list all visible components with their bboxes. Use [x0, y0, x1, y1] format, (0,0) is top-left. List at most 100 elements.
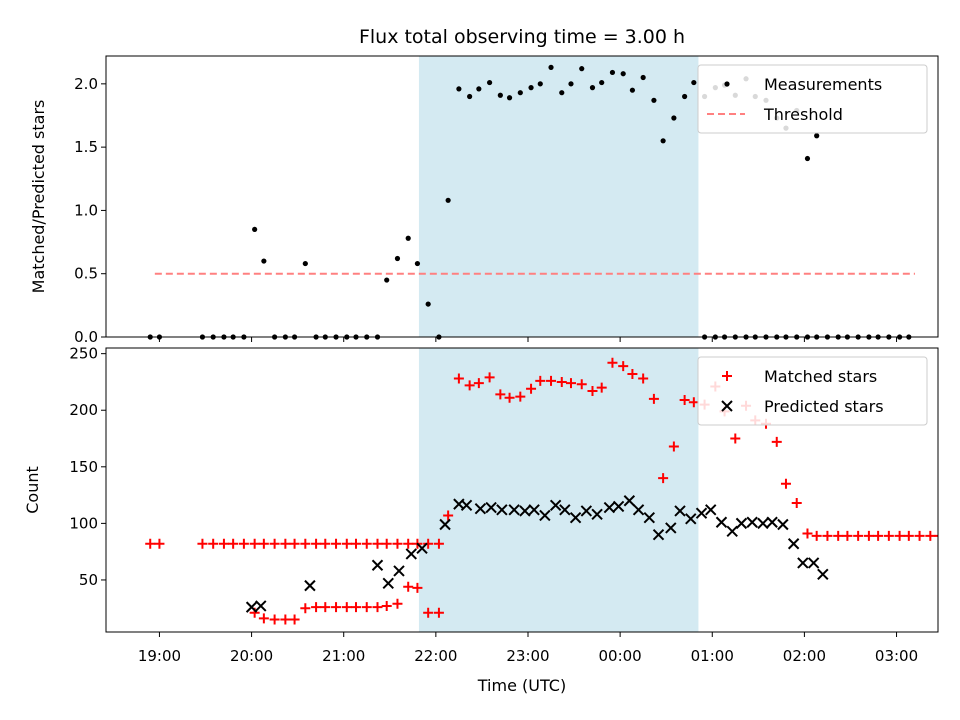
data-point	[548, 64, 554, 70]
data-point	[787, 538, 800, 550]
data-point	[311, 538, 322, 549]
data-point	[853, 530, 864, 541]
data-point	[894, 530, 905, 541]
data-point	[528, 85, 534, 91]
data-point	[372, 538, 383, 549]
data-point	[255, 600, 267, 612]
data-point	[280, 538, 291, 549]
data-point	[822, 530, 833, 541]
data-point	[528, 504, 540, 516]
data-point	[508, 504, 520, 516]
legend-entry: Threshold	[707, 105, 843, 124]
data-point	[580, 505, 593, 517]
data-point	[497, 92, 503, 98]
data-point	[569, 512, 582, 524]
data-point	[476, 86, 482, 92]
data-point	[914, 530, 925, 541]
legend-entry: Measurements	[724, 75, 882, 94]
legend-entry: Predicted stars	[721, 397, 884, 416]
data-point	[632, 504, 645, 516]
legend-marker	[724, 81, 730, 87]
data-point	[568, 81, 574, 87]
data-point	[486, 79, 493, 86]
legend-label: Measurements	[764, 75, 882, 94]
data-point	[416, 542, 428, 554]
data-point	[423, 538, 434, 549]
data-point	[587, 385, 598, 396]
y-tick-label: 150	[69, 458, 98, 476]
series-matched-stars	[145, 357, 938, 625]
y-tick-label: 50	[79, 571, 98, 589]
data-point	[443, 510, 454, 521]
y-tick-label: 1.0	[74, 201, 98, 219]
data-point	[393, 565, 405, 577]
top-panel: 0.0 0.5 1.0 1.5 2.0 Matched/Predicted stars Fl…	[29, 26, 939, 346]
data-point	[638, 373, 649, 384]
data-point	[280, 614, 291, 625]
data-point	[258, 538, 269, 549]
data-point	[771, 436, 782, 447]
data-point	[934, 534, 938, 537]
data-point	[539, 509, 551, 522]
data-point	[599, 79, 605, 86]
data-point	[361, 602, 372, 613]
y-tick-label: 250	[69, 345, 98, 363]
data-point	[607, 357, 618, 368]
series-predicted-stars	[245, 495, 829, 613]
data-point	[519, 505, 531, 517]
y-tick-label: 100	[69, 514, 98, 532]
data-point	[245, 601, 258, 613]
data-point	[612, 500, 625, 513]
plot-frame	[105, 347, 939, 633]
data-point	[269, 614, 280, 625]
data-point	[685, 513, 697, 525]
data-point	[506, 95, 513, 101]
legend-label: Matched stars	[764, 367, 877, 386]
data-point	[238, 538, 249, 549]
legend: Measurements Threshold	[697, 64, 928, 134]
data-point	[643, 512, 656, 524]
data-point	[817, 568, 829, 581]
data-point	[629, 87, 636, 93]
data-point	[433, 538, 444, 549]
x-tick-label: 19:00	[138, 647, 181, 665]
data-point	[331, 602, 342, 613]
data-point	[596, 382, 607, 393]
data-point	[154, 538, 165, 549]
data-point	[780, 478, 791, 489]
data-point	[565, 378, 576, 389]
data-point	[485, 501, 497, 514]
data-point	[620, 71, 626, 77]
data-point	[304, 579, 316, 592]
data-point	[665, 522, 677, 534]
data-point	[258, 613, 269, 624]
data-point	[350, 538, 361, 549]
data-point	[609, 69, 616, 76]
data-point	[145, 538, 156, 549]
data-point	[473, 378, 484, 389]
data-point	[302, 260, 308, 267]
data-point	[766, 516, 778, 528]
y-tick-label: 2.0	[74, 75, 98, 93]
data-point	[883, 530, 894, 541]
data-point	[460, 499, 473, 511]
data-point	[589, 85, 596, 91]
legend-entry: Matched stars	[722, 367, 877, 386]
data-point	[726, 525, 738, 538]
data-point	[423, 607, 434, 618]
data-point	[579, 66, 585, 72]
data-point	[300, 538, 311, 549]
legend-marker	[722, 371, 732, 381]
data-point	[403, 581, 414, 592]
data-point	[382, 577, 394, 590]
data-point	[289, 614, 300, 625]
highlight-span	[418, 56, 699, 337]
data-point	[842, 530, 853, 541]
data-point	[433, 607, 444, 618]
data-point	[814, 133, 820, 139]
data-point	[757, 517, 769, 530]
data-point	[439, 518, 451, 531]
data-point	[361, 538, 372, 549]
legend: Matched stars Predicted stars	[697, 356, 928, 426]
data-point	[320, 602, 331, 613]
